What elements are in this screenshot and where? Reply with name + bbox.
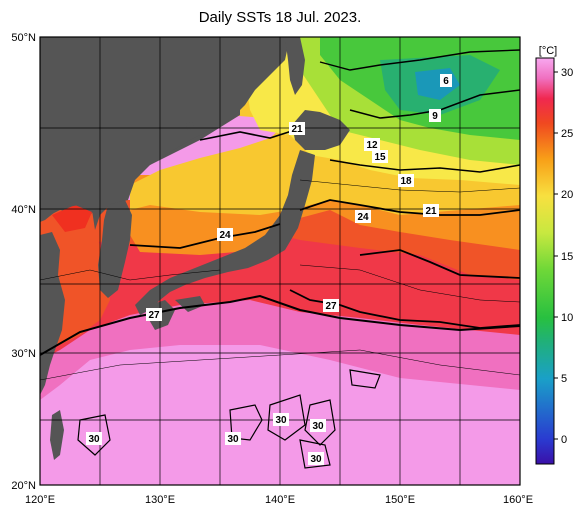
svg-text:6: 6 (443, 76, 449, 87)
contour-label-30b: 30 (225, 432, 241, 445)
lat-label-50: 50°N (11, 32, 36, 44)
contour-label-30d: 30 (310, 419, 326, 432)
contour-label-15: 15 (372, 150, 388, 163)
svg-text:21: 21 (425, 206, 437, 217)
colorbar-gradient (535, 57, 555, 465)
contour-label-30e: 30 (308, 452, 324, 465)
lon-label-160: 160°E (503, 494, 533, 506)
lon-label-120: 120°E (25, 494, 55, 506)
lon-label-140: 140°E (265, 494, 295, 506)
contour-label-24: 24 (217, 228, 233, 241)
contour-label-9: 9 (429, 109, 441, 122)
colorbar-tick-5: 5 (561, 373, 567, 385)
lon-label-150: 150°E (385, 494, 415, 506)
colorbar-tick-10: 10 (561, 312, 573, 324)
contour-label-30a: 30 (86, 432, 102, 445)
svg-text:27: 27 (325, 301, 337, 312)
contour-label-21: 21 (289, 122, 305, 135)
longitude-labels: 120°E 130°E 140°E 150°E 160°E (25, 494, 533, 506)
contour-label-18: 18 (398, 174, 414, 187)
contour-label-21b: 21 (423, 204, 439, 217)
svg-text:15: 15 (374, 152, 386, 163)
svg-text:27: 27 (148, 310, 160, 321)
colorbar-tick-0: 0 (561, 434, 567, 446)
svg-text:18: 18 (400, 176, 412, 187)
contour-label-27: 27 (323, 299, 339, 312)
contour-labels: 6 9 12 15 18 21 21 24 24 27 27 30 30 30 … (86, 74, 452, 465)
colorbar-unit: [°C] (539, 45, 557, 57)
contour-label-12: 12 (364, 138, 380, 151)
svg-text:9: 9 (432, 111, 438, 122)
map-frame (39, 36, 521, 486)
map-title: Daily SSTs 18 Jul. 2023. (198, 9, 362, 26)
svg-text:30: 30 (227, 434, 239, 445)
lat-label-20: 20°N (11, 480, 36, 492)
latitude-labels: 50°N 40°N 30°N 20°N (11, 32, 36, 492)
lat-label-30: 30°N (11, 348, 36, 360)
colorbar-tick-20: 20 (561, 189, 573, 201)
colorbar: [°C] 30 25 20 15 10 5 0 (535, 45, 573, 465)
colorbar-tick-25: 25 (561, 128, 573, 140)
svg-text:30: 30 (275, 415, 287, 426)
svg-text:24: 24 (219, 230, 231, 241)
contour-label-6: 6 (440, 74, 452, 87)
svg-text:24: 24 (357, 212, 369, 223)
svg-text:30: 30 (88, 434, 100, 445)
svg-text:12: 12 (366, 140, 378, 151)
svg-text:30: 30 (310, 454, 322, 465)
lat-label-40: 40°N (11, 204, 36, 216)
lon-label-130: 130°E (145, 494, 175, 506)
contour-label-24b: 24 (355, 210, 371, 223)
svg-text:30: 30 (312, 421, 324, 432)
colorbar-tick-15: 15 (561, 251, 573, 263)
contour-label-27b: 27 (146, 308, 162, 321)
colorbar-tick-30: 30 (561, 67, 573, 79)
svg-text:21: 21 (291, 124, 303, 135)
contour-label-30c: 30 (273, 413, 289, 426)
